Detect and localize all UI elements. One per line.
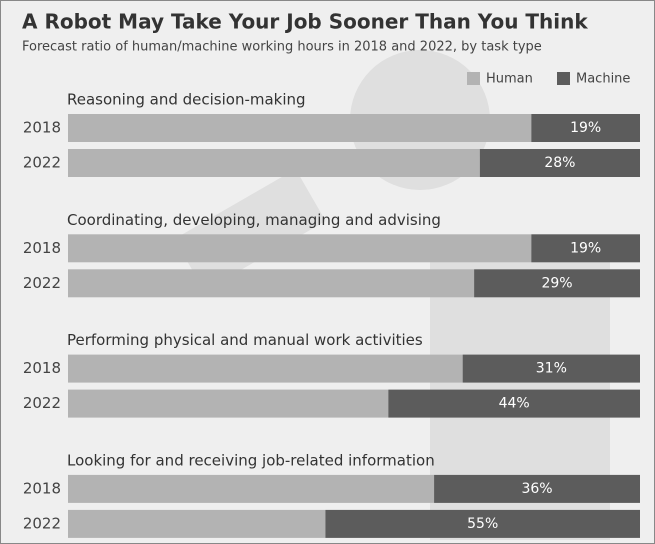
y-tick-label: 2018	[23, 239, 61, 257]
bar-segment	[68, 509, 326, 538]
bar-segment	[68, 474, 435, 503]
bar-segment	[68, 389, 389, 418]
y-tick-label: 2018	[23, 119, 61, 137]
group-label: Performing physical and manual work acti…	[67, 331, 423, 349]
bar-segment	[68, 149, 480, 177]
group-label: Reasoning and decision-making	[67, 91, 306, 109]
legend-label: Human	[486, 72, 533, 87]
value-label: 29%	[541, 275, 572, 291]
legend-swatch	[557, 72, 570, 85]
value-label: 44%	[499, 396, 530, 412]
bar-segment	[531, 234, 640, 263]
chart-subtitle: Forecast ratio of human/machine working …	[22, 40, 542, 55]
bar-segment	[474, 269, 640, 298]
value-label: 31%	[536, 361, 567, 377]
y-tick-label: 2018	[23, 479, 61, 497]
chart-title: A Robot May Take Your Job Sooner Than Yo…	[22, 10, 588, 34]
bar-segment	[68, 234, 532, 263]
group-label: Looking for and receiving job-related in…	[67, 451, 435, 469]
bar-segment	[68, 114, 532, 142]
value-label: 55%	[467, 516, 498, 532]
y-tick-label: 2022	[23, 274, 61, 292]
value-label: 36%	[521, 481, 552, 497]
bar-segment	[462, 354, 640, 383]
bar-segment	[388, 389, 640, 418]
group-label: Coordinating, developing, managing and a…	[67, 211, 441, 229]
y-tick-label: 2022	[23, 154, 61, 172]
legend-label: Machine	[576, 72, 630, 87]
bar-segment	[479, 149, 640, 177]
bar-segment	[434, 474, 640, 503]
bar-segment	[531, 114, 640, 142]
y-tick-label: 2022	[23, 394, 61, 412]
bar-segment	[68, 354, 463, 383]
y-tick-label: 2018	[23, 359, 61, 377]
value-label: 19%	[570, 240, 601, 256]
y-tick-label: 2022	[23, 514, 61, 532]
bar-segment	[68, 269, 475, 298]
value-label: 28%	[544, 155, 575, 171]
legend-swatch	[467, 72, 480, 85]
bar-segment	[325, 509, 640, 538]
value-label: 19%	[570, 120, 601, 136]
